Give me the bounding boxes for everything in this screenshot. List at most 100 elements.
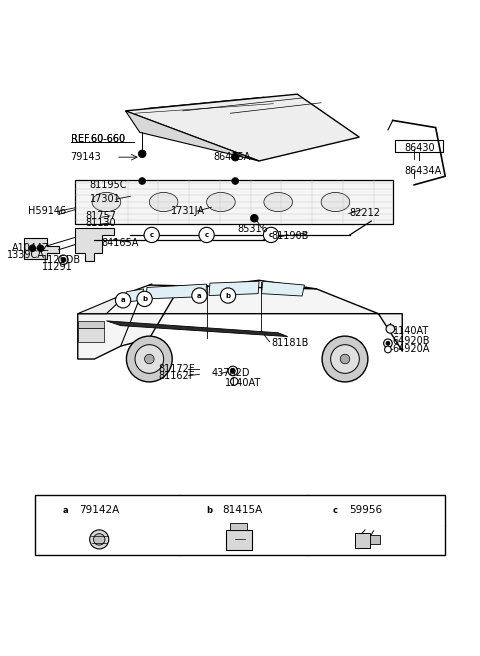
Text: 81162F: 81162F <box>159 371 195 380</box>
Circle shape <box>322 336 368 382</box>
Polygon shape <box>125 111 259 161</box>
Polygon shape <box>78 328 104 342</box>
Text: 59956: 59956 <box>349 505 382 516</box>
Circle shape <box>251 215 258 222</box>
Polygon shape <box>146 284 206 299</box>
Circle shape <box>231 154 239 161</box>
Text: H59146: H59146 <box>28 206 66 216</box>
Text: 79143: 79143 <box>71 152 101 162</box>
Text: 81757: 81757 <box>85 211 116 221</box>
Circle shape <box>61 257 66 262</box>
Bar <box>35 495 445 555</box>
Text: b: b <box>142 296 147 302</box>
Ellipse shape <box>149 192 178 211</box>
Circle shape <box>199 228 214 243</box>
Text: A1044Z: A1044Z <box>12 243 49 253</box>
Circle shape <box>138 150 146 157</box>
Bar <box>395 140 443 152</box>
Circle shape <box>116 293 131 308</box>
Text: 86430: 86430 <box>405 142 435 153</box>
Text: 82212: 82212 <box>350 209 381 218</box>
Circle shape <box>137 291 152 306</box>
Text: 81181B: 81181B <box>271 338 308 348</box>
Polygon shape <box>262 281 304 296</box>
Polygon shape <box>78 280 402 359</box>
Text: 81195C: 81195C <box>90 180 127 190</box>
Bar <box>230 523 247 530</box>
Circle shape <box>384 339 392 348</box>
Circle shape <box>327 502 344 518</box>
Circle shape <box>144 354 154 364</box>
Bar <box>370 535 380 544</box>
Ellipse shape <box>321 192 350 211</box>
Circle shape <box>201 502 217 518</box>
Text: 81415A: 81415A <box>222 505 263 516</box>
Circle shape <box>340 354 350 364</box>
Text: 86415A: 86415A <box>214 152 251 162</box>
Text: a: a <box>121 297 125 303</box>
Text: 64920B: 64920B <box>393 337 430 346</box>
Circle shape <box>230 369 235 373</box>
Text: a: a <box>63 506 69 515</box>
Text: 79142A: 79142A <box>79 505 120 516</box>
Text: 1125DB: 1125DB <box>42 255 81 265</box>
Polygon shape <box>78 321 104 328</box>
Text: a: a <box>197 293 202 298</box>
Ellipse shape <box>92 192 120 211</box>
Polygon shape <box>125 94 360 161</box>
Circle shape <box>58 502 74 518</box>
Circle shape <box>59 255 68 264</box>
Circle shape <box>90 530 109 549</box>
Circle shape <box>264 228 279 243</box>
Text: c: c <box>269 232 273 238</box>
Text: REF.60-660: REF.60-660 <box>71 134 125 144</box>
Text: REF.60-660: REF.60-660 <box>71 134 125 144</box>
Ellipse shape <box>264 192 292 211</box>
Text: 43782D: 43782D <box>211 368 250 379</box>
Circle shape <box>135 344 164 373</box>
Ellipse shape <box>206 192 235 211</box>
Circle shape <box>126 336 172 382</box>
Text: 17301: 17301 <box>90 194 120 204</box>
Circle shape <box>230 378 238 385</box>
Text: b: b <box>226 293 230 298</box>
Bar <box>75 180 393 224</box>
Text: 1339CA: 1339CA <box>7 251 45 260</box>
Text: 81130: 81130 <box>85 218 116 228</box>
Circle shape <box>29 245 36 252</box>
Text: 11291: 11291 <box>42 262 72 272</box>
Circle shape <box>228 366 238 376</box>
Polygon shape <box>107 321 288 337</box>
Bar <box>356 533 370 548</box>
Circle shape <box>384 346 391 353</box>
Circle shape <box>331 344 360 373</box>
Text: 81190B: 81190B <box>271 232 308 241</box>
Circle shape <box>220 288 236 303</box>
Text: 1731JA: 1731JA <box>171 206 205 216</box>
Polygon shape <box>124 289 144 302</box>
Text: b: b <box>206 506 212 515</box>
Bar <box>226 530 252 550</box>
Polygon shape <box>75 228 114 261</box>
Text: 85316: 85316 <box>238 224 268 234</box>
Circle shape <box>192 288 207 303</box>
Text: c: c <box>150 232 154 238</box>
Circle shape <box>37 245 44 252</box>
Circle shape <box>232 178 239 184</box>
Circle shape <box>139 178 145 184</box>
Text: 86434A: 86434A <box>405 167 442 176</box>
Circle shape <box>144 228 159 243</box>
Polygon shape <box>209 281 259 296</box>
Text: 84165A: 84165A <box>102 238 139 248</box>
Polygon shape <box>78 292 142 314</box>
Text: 64920A: 64920A <box>393 344 430 354</box>
Text: 1140AT: 1140AT <box>225 378 261 388</box>
Circle shape <box>386 341 390 345</box>
Text: c: c <box>333 506 338 515</box>
Circle shape <box>94 534 105 545</box>
Text: c: c <box>204 232 209 238</box>
Circle shape <box>386 325 395 333</box>
Text: 81172F: 81172F <box>159 363 195 373</box>
Text: 1140AT: 1140AT <box>393 326 429 337</box>
Polygon shape <box>24 238 59 259</box>
